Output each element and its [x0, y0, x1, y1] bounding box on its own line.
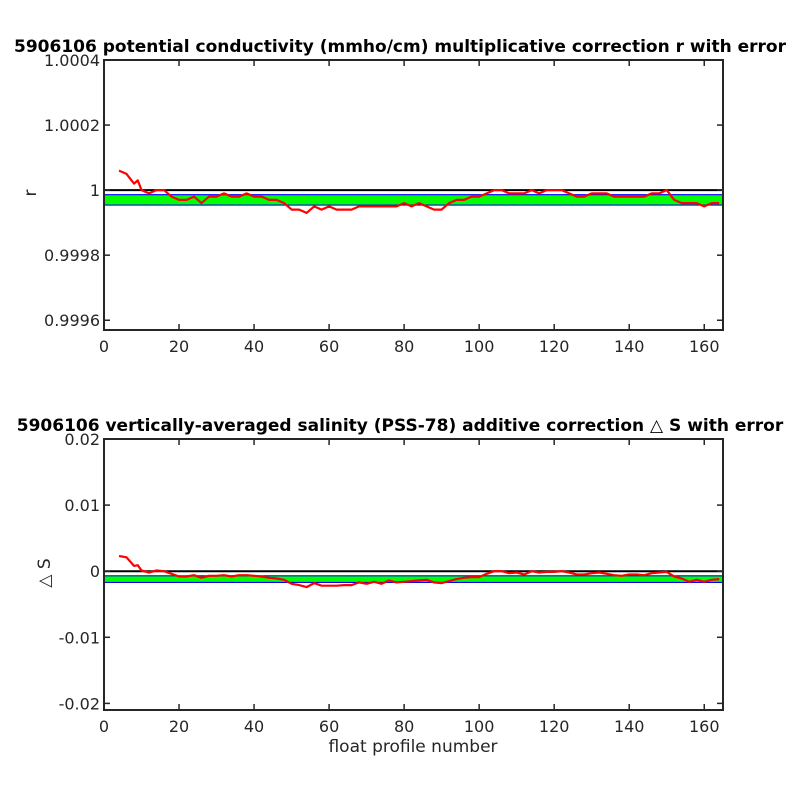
x-tick-label: 0: [99, 337, 109, 356]
chart-title: 5906106 potential conductivity (mmho/cm)…: [14, 37, 787, 57]
y-axis-ticks: -0.02 -0.01 0 0.01 0.02: [59, 430, 723, 713]
error-band: [104, 575, 723, 583]
error-band: [104, 194, 723, 206]
y-tick-label: -0.01: [59, 628, 100, 647]
plot-frame: [103, 59, 724, 331]
y-tick-label: 1.0002: [44, 116, 100, 135]
panel-conductivity-correction: 5906106 potential conductivity (mmho/cm)…: [14, 37, 787, 356]
y-tick-label: 0.9998: [44, 246, 100, 265]
y-tick-label: 0.9996: [44, 311, 100, 330]
x-axis-label: float profile number: [328, 737, 497, 757]
x-tick-label: 60: [319, 337, 339, 356]
x-tick-label: 20: [169, 337, 189, 356]
y-axis-label: r: [21, 190, 41, 197]
x-tick-label: 140: [614, 337, 645, 356]
y-tick-label: 0: [90, 562, 100, 581]
x-tick-label: 40: [244, 717, 264, 736]
x-tick-label: 20: [169, 717, 189, 736]
x-axis-ticks: 0 20 40 60 80 100 120 140 160: [99, 439, 720, 736]
y-axis-ticks: 0.9996 0.9998 1 1.0002 1.0004: [44, 51, 723, 330]
x-tick-label: 160: [689, 717, 720, 736]
y-axis-label: △ S: [35, 558, 55, 587]
x-tick-label: 80: [394, 337, 414, 356]
y-tick-label: 1: [90, 181, 100, 200]
x-tick-label: 100: [464, 337, 495, 356]
plot-frame: [103, 438, 724, 711]
x-tick-label: 120: [539, 337, 570, 356]
panel-salinity-correction: 5906106 vertically-averaged salinity (PS…: [17, 416, 784, 757]
x-tick-label: 100: [464, 717, 495, 736]
x-tick-label: 140: [614, 717, 645, 736]
y-tick-label: 0.01: [64, 496, 100, 515]
series-line: [118, 169, 720, 214]
x-tick-label: 160: [689, 337, 720, 356]
x-axis-ticks: 0 20 40 60 80 100 120 140 160: [99, 60, 720, 356]
y-tick-label: 1.0004: [44, 51, 100, 70]
x-tick-label: 0: [99, 717, 109, 736]
y-tick-label: 0.02: [64, 430, 100, 449]
x-tick-label: 80: [394, 717, 414, 736]
x-tick-label: 120: [539, 717, 570, 736]
y-tick-label: -0.02: [59, 694, 100, 713]
chart-title: 5906106 vertically-averaged salinity (PS…: [17, 416, 784, 436]
series-line: [118, 554, 720, 589]
x-tick-label: 40: [244, 337, 264, 356]
series-line-layer: [118, 169, 720, 214]
series-line-layer: [118, 554, 720, 589]
x-tick-label: 60: [319, 717, 339, 736]
